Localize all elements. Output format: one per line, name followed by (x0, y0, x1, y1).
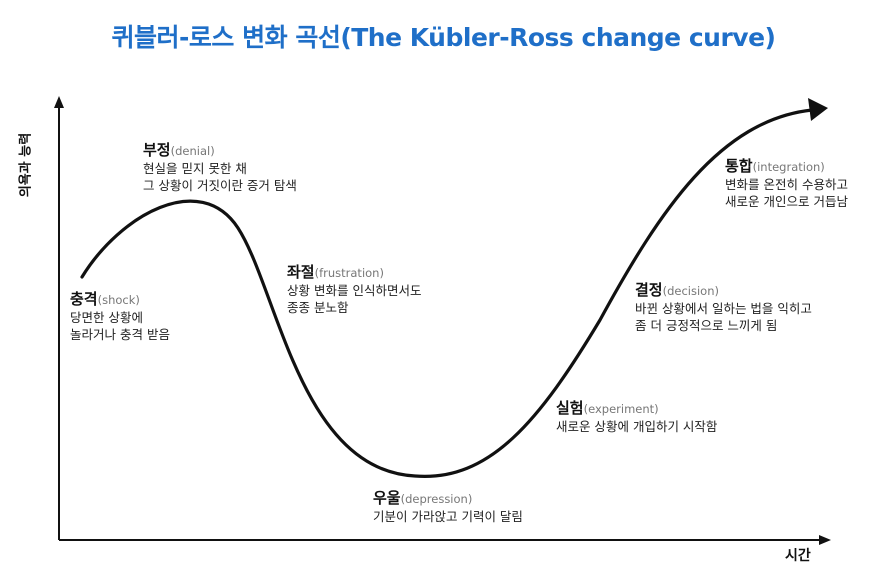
stage-english: (decision) (662, 284, 719, 298)
stage-description-line: 종종 분노함 (287, 299, 349, 315)
stage-decision: 결정(decision) 바뀐 상황에서 일하는 법을 익히고 좀 더 긍정적으… (635, 280, 812, 335)
stage-english: (experiment) (583, 402, 659, 416)
stage-name: 충격 (70, 290, 98, 308)
stage-english: (integration) (752, 160, 825, 174)
diagram-title: 퀴블러-로스 변화 곡선(The Kübler-Ross change curv… (111, 23, 776, 52)
stage-english: (frustration) (314, 266, 384, 280)
stage-name: 부정 (143, 141, 171, 159)
stage-english: (denial) (170, 144, 215, 158)
stage-depression: 우울(depression) 기분이 가라앉고 기력이 달림 (373, 488, 523, 526)
stage-description-line: 변화를 온전히 수용하고 (725, 176, 848, 192)
stage-name: 좌절 (287, 263, 315, 281)
curve-arrowhead (808, 98, 828, 121)
stage-denial: 부정(denial) 현실을 믿지 못한 채 그 상황이 거짓이란 증거 탐색 (143, 140, 297, 195)
stage-description-line: 놀라거나 충격 받음 (70, 326, 170, 342)
stage-description-line: 현실을 믿지 못한 채 (143, 160, 247, 176)
change-curve (80, 108, 814, 478)
stage-name: 실험 (556, 399, 584, 417)
stage-description-line: 기분이 가라앉고 기력이 달림 (373, 508, 523, 524)
stage-description-line: 좀 더 긍정적으로 느끼게 됨 (635, 317, 778, 333)
stage-english: (depression) (400, 492, 473, 506)
y-axis-label: 의욕과 능력 (18, 132, 34, 198)
stage-name: 결정 (635, 281, 663, 299)
stage-description-line: 새로운 상황에 개입하기 시작함 (556, 418, 718, 434)
stage-description-line: 당면한 상황에 (70, 309, 143, 325)
y-axis-arrow (54, 96, 64, 108)
stage-shock: 충격(shock) 당면한 상황에 놀라거나 충격 받음 (70, 289, 170, 344)
stage-description-line: 새로운 개인으로 거듭남 (725, 193, 848, 209)
stage-description-line: 상황 변화를 인식하면서도 (287, 282, 422, 298)
stage-experiment: 실험(experiment) 새로운 상황에 개입하기 시작함 (556, 398, 717, 436)
x-axis-arrow (819, 535, 831, 545)
stage-integration: 통합(integration) 변화를 온전히 수용하고 새로운 개인으로 거듭… (725, 156, 848, 211)
stage-name: 통합 (725, 157, 753, 175)
stage-description-line: 그 상황이 거짓이란 증거 탐색 (143, 177, 297, 193)
stage-name: 우울 (373, 489, 401, 507)
x-axis-label: 시간 (785, 548, 811, 564)
stage-frustration: 좌절(frustration) 상황 변화를 인식하면서도 종종 분노함 (287, 262, 421, 317)
stage-english: (shock) (97, 293, 140, 307)
stage-description-line: 바뀐 상황에서 일하는 법을 익히고 (635, 300, 812, 316)
